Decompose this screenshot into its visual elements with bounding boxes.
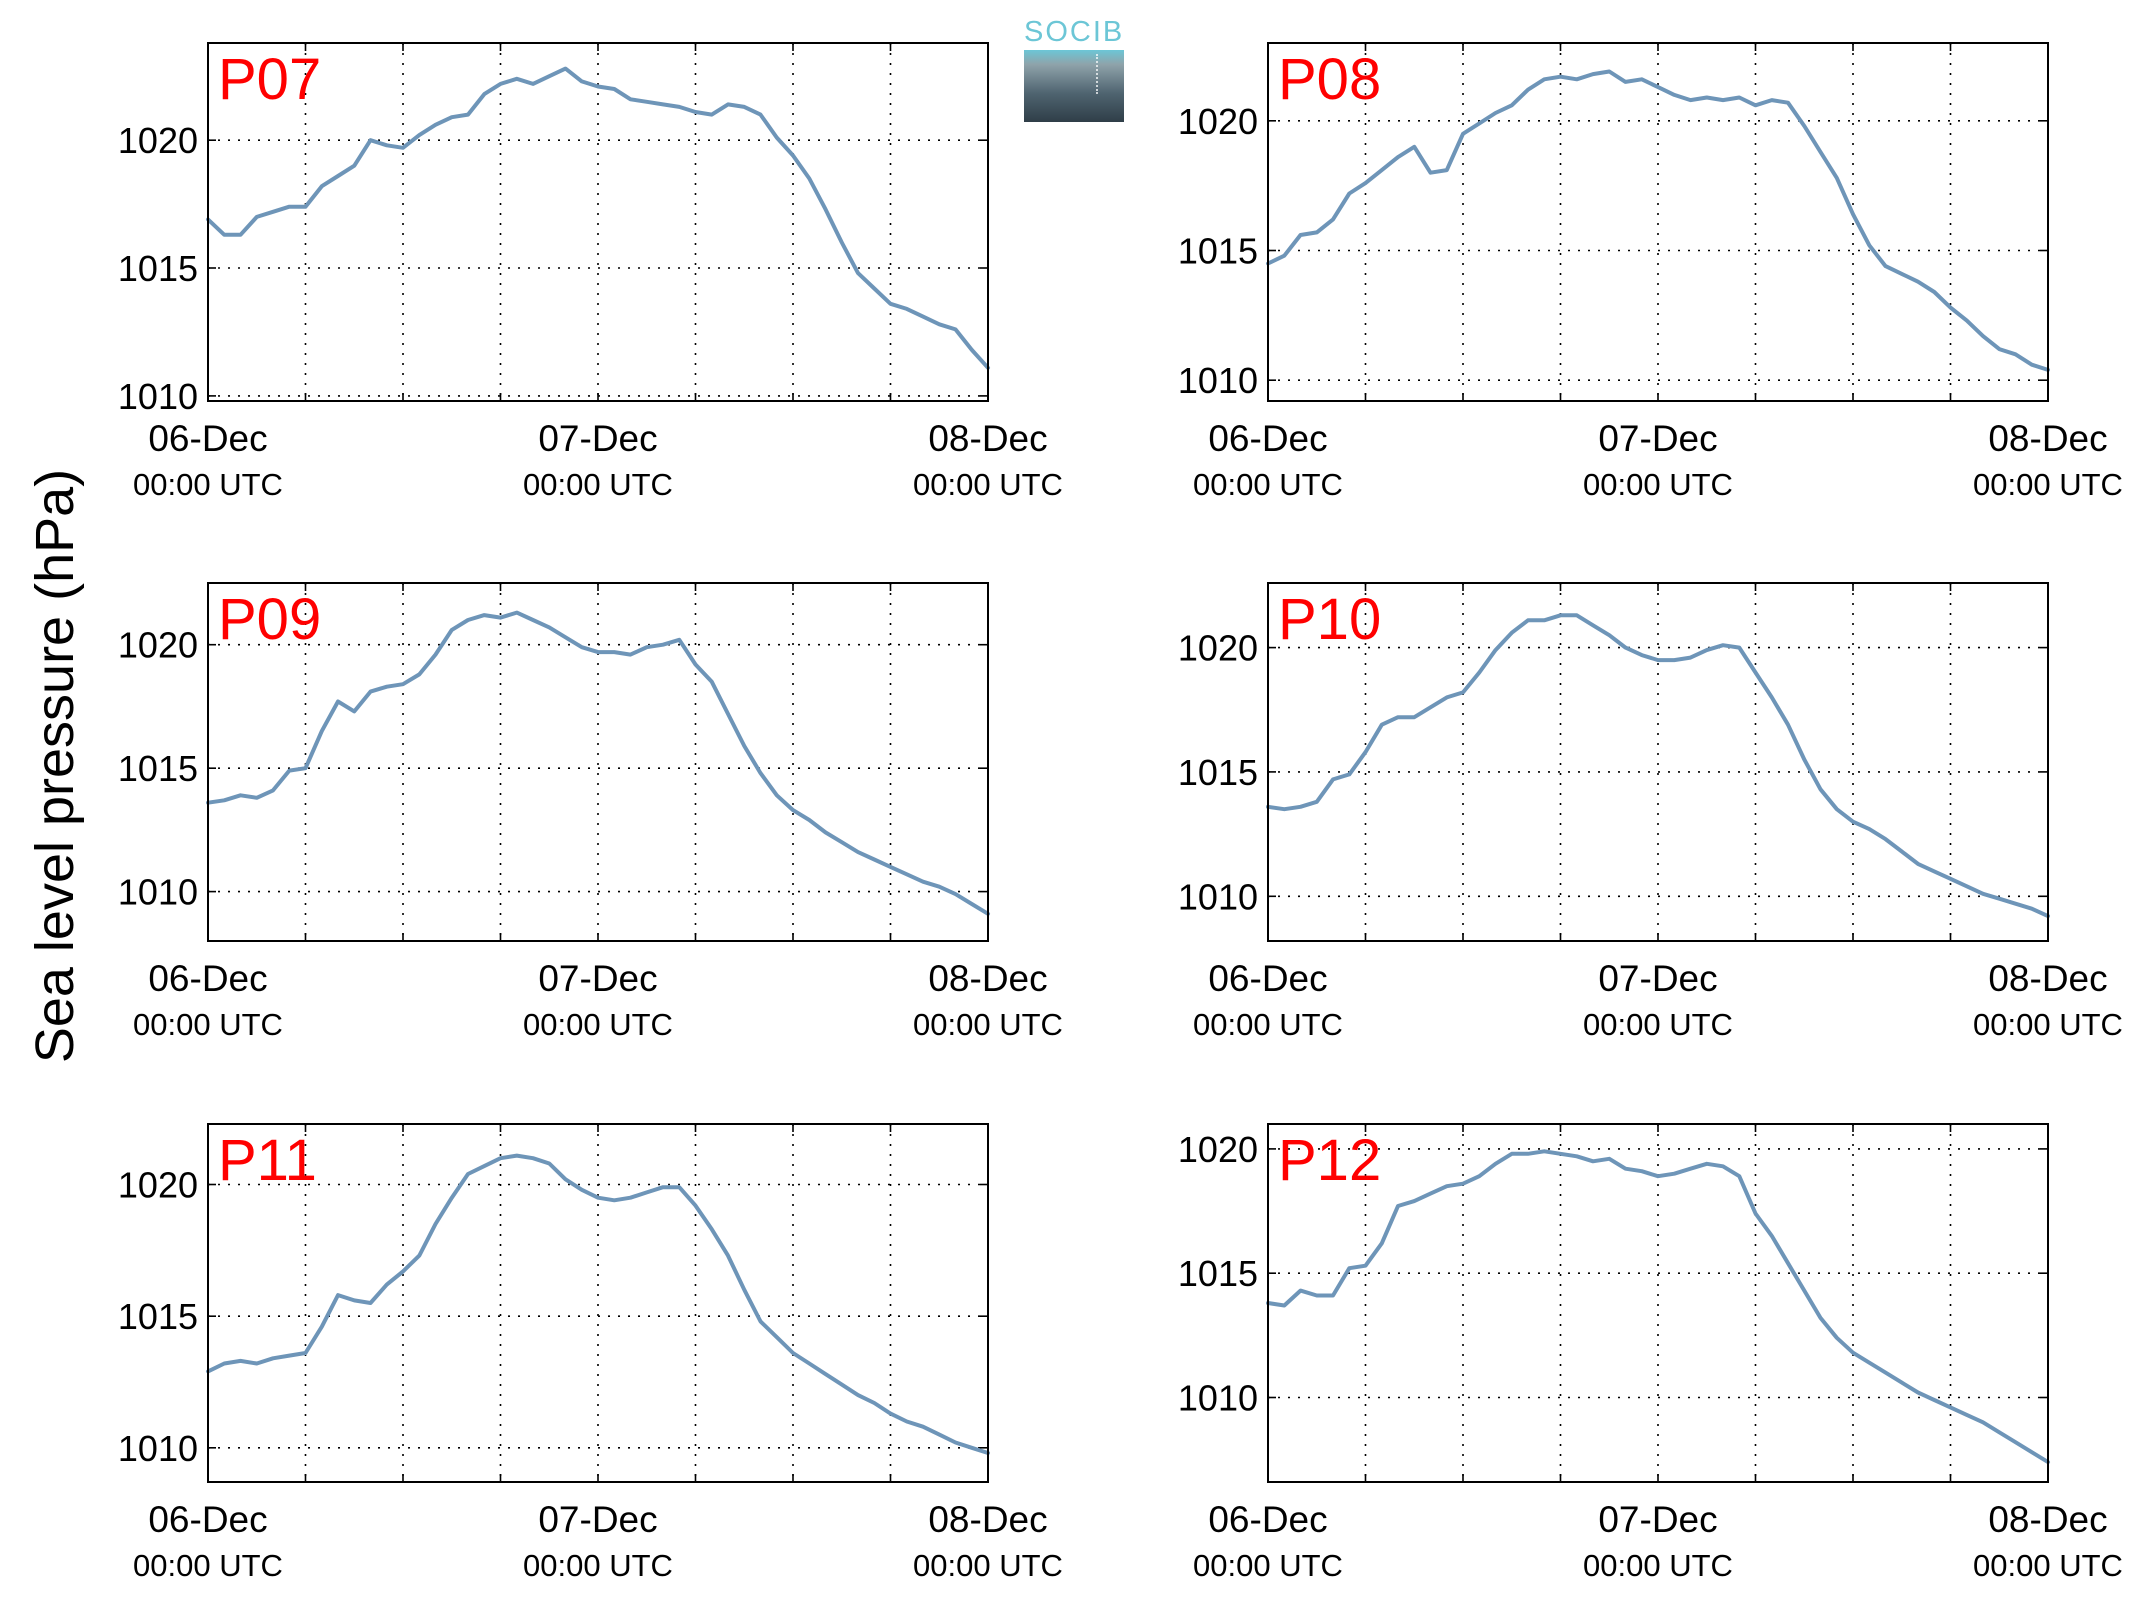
series-line xyxy=(206,610,990,916)
x-tick-label-date: 06-Dec xyxy=(148,1499,267,1540)
x-tick-label-date: 07-Dec xyxy=(538,418,657,459)
series-line xyxy=(206,66,990,370)
logo-graphic xyxy=(1024,50,1124,122)
series-line xyxy=(1266,1149,2050,1465)
x-tick-label-date: 08-Dec xyxy=(928,1499,1047,1540)
y-axis-title: Sea level pressure (hPa) xyxy=(25,468,85,1064)
x-tick-label-time: 00:00 UTC xyxy=(1583,1548,1733,1583)
y-tick-label: 1020 xyxy=(118,120,198,161)
y-tick-label: 1020 xyxy=(1178,101,1258,142)
plot-frame xyxy=(1267,1123,2049,1483)
panel-label: P11 xyxy=(218,1128,317,1193)
x-tick-label-date: 08-Dec xyxy=(928,958,1047,999)
y-tick-label: 1015 xyxy=(118,248,198,289)
x-tick-label-time: 00:00 UTC xyxy=(1193,1548,1343,1583)
y-tick-label: 1010 xyxy=(1178,360,1258,401)
x-tick-label-date: 07-Dec xyxy=(1598,958,1717,999)
series-line xyxy=(1266,613,2050,919)
x-tick-label-time: 00:00 UTC xyxy=(913,1007,1063,1042)
plot-frame xyxy=(1267,42,2049,402)
panel-p09: 1010 1015 1020 06-Dec 00:00 UTC 07-Dec 00:00 U… xyxy=(118,582,1063,1042)
x-tick-label-time: 00:00 UTC xyxy=(133,467,283,502)
y-tick-label: 1020 xyxy=(1178,628,1258,669)
panel-label: P10 xyxy=(1278,587,1381,652)
x-tick-label-date: 08-Dec xyxy=(1988,1499,2107,1540)
x-tick-label-time: 00:00 UTC xyxy=(1973,1007,2123,1042)
x-tick-label-time: 00:00 UTC xyxy=(1193,1007,1343,1042)
x-tick-label-time: 00:00 UTC xyxy=(1973,1548,2123,1583)
x-tick-label-time: 00:00 UTC xyxy=(913,467,1063,502)
x-tick-label-date: 07-Dec xyxy=(1598,418,1717,459)
panel-label: P09 xyxy=(218,587,321,652)
panel-p11: 1010 1015 1020 06-Dec 00:00 UTC 07-Dec 00:00 U… xyxy=(118,1123,1063,1583)
x-tick-label-time: 00:00 UTC xyxy=(1583,467,1733,502)
x-tick-label-date: 06-Dec xyxy=(148,418,267,459)
x-tick-label-time: 00:00 UTC xyxy=(133,1007,283,1042)
panel-p07: 1010 1015 1020 06-Dec 00:00 UTC 07-Dec 00:00 U… xyxy=(118,42,1063,502)
logo-dotted-line xyxy=(1096,54,1098,94)
x-tick-label-time: 00:00 UTC xyxy=(1193,467,1343,502)
x-tick-label-time: 00:00 UTC xyxy=(523,467,673,502)
series-line xyxy=(1266,69,2050,372)
x-tick-label-date: 06-Dec xyxy=(1208,958,1327,999)
panel-p08: 1010 1015 1020 06-Dec 00:00 UTC 07-Dec 00:00 U… xyxy=(1178,42,2123,502)
panel-p10: 1010 1015 1020 06-Dec 00:00 UTC 07-Dec 00:00 U… xyxy=(1178,582,2123,1042)
x-tick-label-time: 00:00 UTC xyxy=(1583,1007,1733,1042)
plot-frame xyxy=(207,1123,989,1483)
y-tick-label: 1010 xyxy=(118,872,198,913)
x-tick-label-date: 06-Dec xyxy=(1208,418,1327,459)
x-tick-label-time: 00:00 UTC xyxy=(913,1548,1063,1583)
y-tick-label: 1020 xyxy=(118,625,198,666)
socib-logo: SOCIB xyxy=(1024,16,1124,122)
plot-frame xyxy=(1267,582,2049,942)
series-line xyxy=(206,1153,990,1455)
y-tick-label: 1020 xyxy=(118,1165,198,1206)
x-tick-label-time: 00:00 UTC xyxy=(523,1548,673,1583)
y-tick-label: 1010 xyxy=(118,376,198,417)
panel-label: P08 xyxy=(1278,47,1381,112)
logo-text: SOCIB xyxy=(1024,16,1125,48)
y-tick-label: 1015 xyxy=(118,1296,198,1337)
y-tick-label: 1010 xyxy=(1178,876,1258,917)
y-tick-label: 1015 xyxy=(1178,752,1258,793)
y-tick-label: 1015 xyxy=(1178,231,1258,272)
x-tick-label-date: 07-Dec xyxy=(538,1499,657,1540)
x-tick-label-time: 00:00 UTC xyxy=(1973,467,2123,502)
x-tick-label-date: 06-Dec xyxy=(1208,1499,1327,1540)
y-tick-label: 1015 xyxy=(118,748,198,789)
x-tick-label-time: 00:00 UTC xyxy=(523,1007,673,1042)
x-tick-label-date: 08-Dec xyxy=(1988,958,2107,999)
x-tick-label-date: 08-Dec xyxy=(928,418,1047,459)
x-tick-label-date: 07-Dec xyxy=(1598,1499,1717,1540)
plot-frame xyxy=(207,582,989,942)
panel-label: P12 xyxy=(1278,1128,1381,1193)
x-tick-label-date: 06-Dec xyxy=(148,958,267,999)
y-tick-label: 1020 xyxy=(1178,1129,1258,1170)
x-tick-label-time: 00:00 UTC xyxy=(133,1548,283,1583)
y-tick-label: 1010 xyxy=(1178,1377,1258,1418)
panel-p12: 1010 1015 1020 06-Dec 00:00 UTC 07-Dec 00:00 U… xyxy=(1178,1123,2123,1583)
x-tick-label-date: 07-Dec xyxy=(538,958,657,999)
x-tick-label-date: 08-Dec xyxy=(1988,418,2107,459)
panel-label: P07 xyxy=(218,47,321,112)
y-tick-label: 1015 xyxy=(1178,1253,1258,1294)
y-tick-label: 1010 xyxy=(118,1428,198,1469)
plot-frame xyxy=(207,42,989,402)
